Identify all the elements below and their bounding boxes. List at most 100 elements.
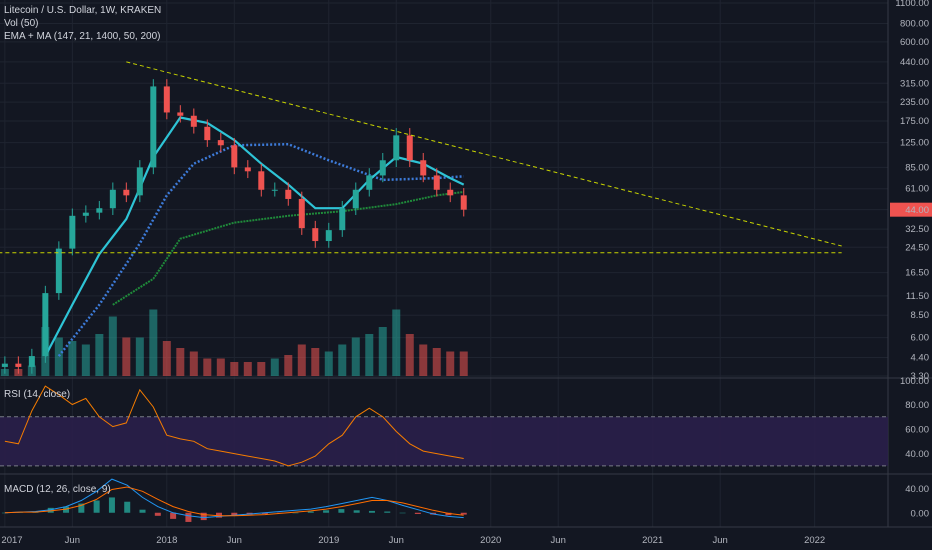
volume-bar [365, 334, 374, 376]
macd-histogram-bar [78, 503, 85, 513]
macd-histogram-bar [307, 511, 314, 513]
ema-ma-legend: EMA + MA (147, 21, 1400, 50, 200) [4, 31, 161, 42]
candle-body [123, 189, 130, 196]
candle-body [204, 126, 211, 141]
macd-histogram-bar [399, 512, 406, 514]
macd-histogram-bar [108, 497, 115, 513]
chart-legend: Litecoin / U.S. Dollar, 1W, KRAKEN Vol (… [4, 4, 161, 43]
time-tick-label: 2019 [318, 535, 339, 546]
volume-bar [203, 358, 212, 376]
time-tick-label: 2020 [480, 535, 501, 546]
volume-bar [446, 351, 455, 376]
volume-bars [0, 309, 468, 376]
macd-histogram-bar [139, 509, 146, 513]
volume-bar [324, 351, 333, 376]
price-tick-label: 1100.00 [895, 0, 929, 9]
price-tick-label: 32.50 [905, 224, 929, 235]
candle-body [28, 356, 35, 367]
volume-bar [257, 362, 266, 376]
ma-green-line [112, 190, 464, 306]
candle-body [109, 189, 116, 209]
candle-body [42, 293, 49, 357]
macd-histogram-bar [368, 510, 375, 513]
volume-bar [311, 348, 320, 376]
macd-legend: MACD (12, 26, close, 9) [4, 484, 111, 495]
last-price-tag [890, 202, 932, 217]
macd-histogram-bar [261, 512, 268, 514]
price-tick-label: 6.00 [911, 333, 930, 344]
volume-bar [459, 351, 468, 376]
chart-title: Litecoin / U.S. Dollar, 1W, KRAKEN [4, 5, 162, 16]
volume-bar [189, 351, 198, 376]
candle-body [1, 363, 8, 367]
macd-panel[interactable] [1, 478, 467, 522]
price-tick-label: 11.50 [906, 291, 929, 302]
macd-tick-label: 40.00 [905, 484, 929, 495]
volume-bar [81, 344, 90, 376]
macd-tick-label: 0.00 [911, 508, 930, 519]
volume-bar [284, 355, 293, 376]
macd-histogram-bar [200, 512, 207, 521]
macd-histogram-bar [414, 512, 421, 514]
candle-body [231, 145, 238, 168]
macd-histogram-bar [231, 512, 238, 516]
trendlines[interactable] [0, 61, 842, 254]
macd-histogram-bar [445, 512, 452, 516]
candle-body [15, 363, 22, 367]
rsi-panel[interactable] [0, 385, 888, 467]
candle-body [96, 208, 103, 213]
macd-histogram-bar [47, 507, 54, 513]
macd-histogram-bar [460, 512, 467, 515]
candle-body [177, 112, 184, 116]
candle-body [244, 167, 251, 172]
macd-histogram-bar [384, 511, 391, 513]
candle-body [190, 115, 197, 127]
macd-histogram-bar [170, 512, 177, 519]
time-tick-label: Jun [65, 535, 80, 546]
price-tick-label: 315.00 [900, 78, 929, 89]
volume-bar [405, 334, 414, 376]
price-tick-label: 8.50 [911, 310, 930, 321]
time-tick-label: Jun [227, 535, 242, 546]
candle-body [82, 212, 89, 216]
rsi-tick-label: 80.00 [905, 400, 929, 411]
macd-histogram-bar [323, 510, 330, 513]
rsi-legend: RSI (14, close) [4, 389, 71, 400]
moving-averages [44, 116, 465, 357]
macd-histogram-bar [154, 512, 161, 516]
price-tick-label: 125.00 [900, 138, 929, 149]
rsi-tick-label: 60.00 [905, 425, 929, 436]
macd-histogram-bar [124, 501, 131, 513]
candle-body [217, 140, 224, 146]
candle-body [406, 135, 413, 161]
candle-body [271, 189, 278, 191]
rsi-line [4, 385, 464, 467]
time-tick-label: 2017 [1, 535, 22, 546]
volume-bar [135, 337, 144, 376]
volume-bar [176, 348, 185, 376]
candles [1, 79, 467, 374]
price-tick-label: 3.30 [911, 371, 930, 382]
time-tick-label: Jun [713, 535, 728, 546]
price-tick-label: 16.50 [905, 268, 929, 279]
volume-bar [419, 344, 428, 376]
volume-bar [378, 327, 387, 376]
candle-body [285, 189, 292, 199]
price-tick-label: 61.00 [905, 184, 929, 195]
volume-bar [162, 341, 171, 376]
candle-body [447, 189, 454, 196]
candle-body [393, 135, 400, 161]
volume-bar [54, 337, 63, 376]
time-tick-label: 2018 [156, 535, 177, 546]
volume-bar [338, 344, 347, 376]
price-tick-label: 235.00 [900, 97, 929, 108]
volume-bar [68, 341, 77, 376]
candle-body [352, 189, 359, 209]
volume-bar [149, 309, 158, 376]
candle-body [136, 167, 143, 196]
macd-histogram-bar [292, 512, 299, 514]
rsi-tick-label: 100.00 [900, 376, 929, 387]
volume-bar [95, 334, 104, 376]
candle-body [339, 208, 346, 231]
